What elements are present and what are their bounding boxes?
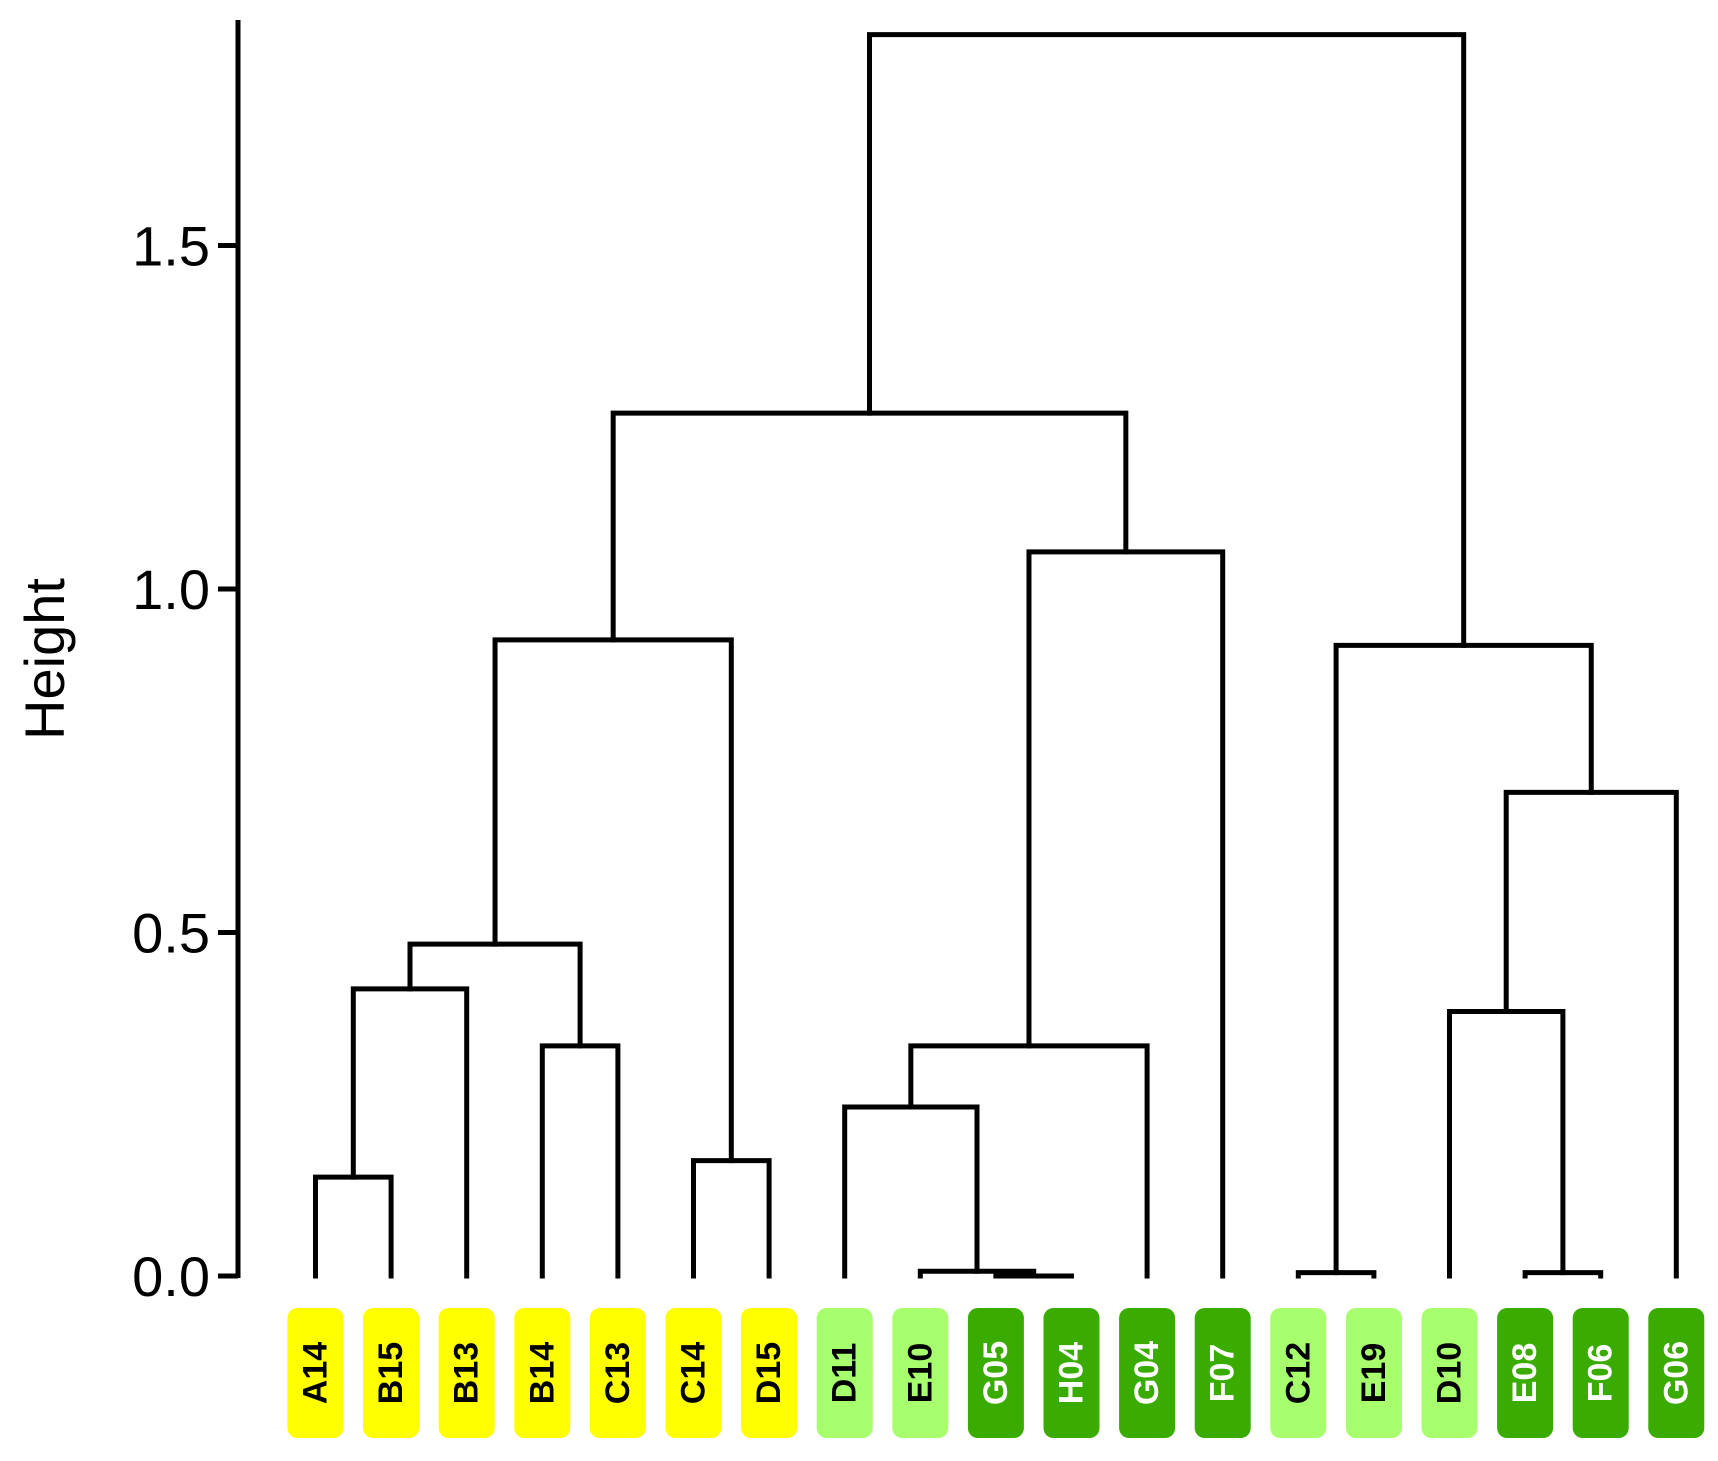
leaf-label-box xyxy=(287,1308,344,1438)
leaf-label-box xyxy=(589,1308,646,1438)
y-tick-label: 1.5 xyxy=(132,215,210,278)
leaf-label-box xyxy=(363,1308,420,1438)
leaf-label: G06 xyxy=(1657,1341,1695,1405)
leaf-label: C13 xyxy=(599,1342,637,1404)
leaf-label: A14 xyxy=(297,1342,335,1404)
leaf-label-box xyxy=(1572,1308,1629,1438)
leaf-labels: A14 B15 B13 B14 C13 C14 D15 D11 E10 G05 H04 G04 F07 C… xyxy=(287,1308,1705,1438)
y-tick-label: 0.5 xyxy=(132,902,210,965)
leaf-label: B14 xyxy=(523,1342,561,1404)
dendrogram-link xyxy=(908,1043,1150,1279)
leaf-label: G04 xyxy=(1128,1341,1166,1405)
dendrogram-link xyxy=(1026,549,1226,1279)
leaf-label-box xyxy=(741,1308,798,1438)
leaf-label: F07 xyxy=(1204,1344,1242,1403)
leaf-label-box xyxy=(1119,1308,1176,1438)
leaf-label-box xyxy=(1270,1308,1327,1438)
leaf-label-box xyxy=(892,1308,949,1438)
leaf-label-box xyxy=(1043,1308,1100,1438)
leaf-label: B15 xyxy=(372,1342,410,1404)
leaf-label: D10 xyxy=(1431,1342,1469,1404)
leaf-label-box xyxy=(514,1308,571,1438)
dendrogram-link xyxy=(842,1104,980,1279)
dendrogram-link xyxy=(407,941,583,1049)
dendrogram-link xyxy=(492,637,734,1164)
leaf-label-box xyxy=(438,1308,495,1438)
leaf-label: E19 xyxy=(1355,1343,1393,1404)
dendrogram-link xyxy=(350,986,470,1279)
y-axis-ticks: 0.0 0.5 1.0 1.5 xyxy=(132,215,238,1308)
dendrogram-link xyxy=(610,410,1129,643)
leaf-label: B13 xyxy=(448,1342,486,1404)
leaf-label-box xyxy=(1648,1308,1705,1438)
leaf-label-box xyxy=(1194,1308,1251,1438)
dendrogram-link xyxy=(1333,642,1594,1276)
leaf-label-box xyxy=(1421,1308,1478,1438)
leaf-label: C14 xyxy=(675,1342,713,1404)
dendrogram-link xyxy=(539,1043,621,1279)
leaf-label-box xyxy=(1497,1308,1554,1438)
leaf-label-box xyxy=(1345,1308,1402,1438)
dendrogram-link xyxy=(691,1158,772,1279)
leaf-label: E10 xyxy=(901,1343,939,1404)
leaf-label: C12 xyxy=(1279,1342,1317,1404)
y-axis-title: Height xyxy=(13,578,76,740)
leaf-label: G05 xyxy=(977,1341,1015,1405)
leaf-label: D11 xyxy=(826,1343,864,1404)
dendrogram-link xyxy=(1503,789,1679,1279)
leaf-label: H04 xyxy=(1053,1342,1091,1404)
leaf-label: E08 xyxy=(1506,1343,1544,1404)
dendrogram-link xyxy=(867,32,1467,648)
leaf-label-box xyxy=(665,1308,722,1438)
leaf-label: F06 xyxy=(1582,1344,1620,1403)
leaf-label-box xyxy=(816,1308,873,1438)
leaf-label-box xyxy=(967,1308,1024,1438)
dendrogram-link xyxy=(313,1174,394,1279)
leaf-label: D15 xyxy=(750,1342,788,1404)
y-tick-label: 1.0 xyxy=(132,558,210,621)
dendrogram-link xyxy=(1447,1009,1566,1279)
dendrogram-links xyxy=(313,32,1679,1279)
y-tick-label: 0.0 xyxy=(132,1245,210,1308)
